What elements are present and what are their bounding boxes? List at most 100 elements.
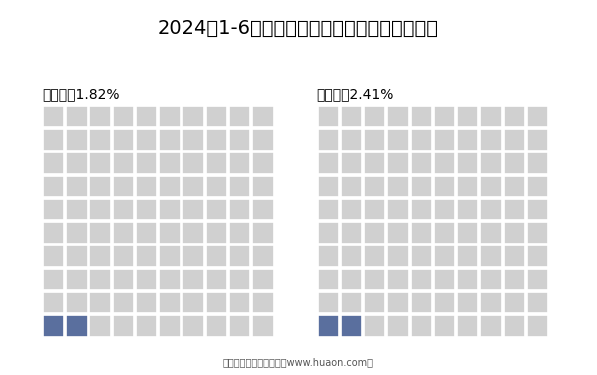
Bar <box>43 315 64 337</box>
Bar <box>66 176 88 197</box>
Bar <box>411 106 432 128</box>
Bar <box>205 315 227 337</box>
Bar <box>229 315 250 337</box>
Bar <box>183 268 204 290</box>
Bar <box>205 152 227 174</box>
Bar <box>527 199 548 220</box>
Bar <box>113 129 134 151</box>
Bar <box>252 292 273 314</box>
Bar <box>434 292 455 314</box>
Bar <box>341 199 362 220</box>
Bar <box>527 292 548 314</box>
Bar <box>527 176 548 197</box>
Bar <box>90 129 111 151</box>
Bar <box>43 245 64 267</box>
Bar <box>113 199 134 220</box>
Bar <box>503 199 525 220</box>
Text: 2024年1-6月贵州福彩及体彩销售额占全国比重: 2024年1-6月贵州福彩及体彩销售额占全国比重 <box>158 19 439 38</box>
Bar <box>341 292 362 314</box>
Bar <box>136 245 157 267</box>
Bar <box>364 129 386 151</box>
Bar <box>252 199 273 220</box>
Bar <box>252 245 273 267</box>
Bar <box>364 199 386 220</box>
Text: 福利彩票1.82%: 福利彩票1.82% <box>42 87 119 101</box>
Bar <box>503 245 525 267</box>
Bar <box>183 199 204 220</box>
Bar <box>252 129 273 151</box>
Bar <box>411 222 432 244</box>
Bar <box>183 106 204 128</box>
Bar <box>205 129 227 151</box>
Bar <box>229 245 250 267</box>
Bar <box>387 245 408 267</box>
Bar <box>411 315 432 337</box>
Bar <box>411 199 432 220</box>
Bar <box>159 106 180 128</box>
Bar <box>113 176 134 197</box>
Bar <box>318 152 339 174</box>
Bar <box>457 152 478 174</box>
Bar <box>387 152 408 174</box>
Bar <box>341 245 362 267</box>
Bar <box>159 245 180 267</box>
Bar <box>183 152 204 174</box>
Bar <box>90 176 111 197</box>
Bar <box>434 129 455 151</box>
Bar <box>113 222 134 244</box>
Bar <box>364 152 386 174</box>
Bar <box>364 222 386 244</box>
Bar <box>159 199 180 220</box>
Bar <box>457 199 478 220</box>
Bar <box>66 292 88 314</box>
Bar <box>159 292 180 314</box>
Bar <box>364 292 386 314</box>
Text: 制图：华经产业研究院（www.huaon.com）: 制图：华经产业研究院（www.huaon.com） <box>223 357 374 368</box>
Bar <box>364 268 386 290</box>
Bar <box>136 268 157 290</box>
Bar <box>434 199 455 220</box>
Bar <box>480 245 501 267</box>
Bar <box>480 176 501 197</box>
Bar <box>411 176 432 197</box>
Bar <box>90 315 111 337</box>
Bar <box>183 176 204 197</box>
Bar <box>480 292 501 314</box>
Bar <box>183 245 204 267</box>
Bar <box>434 268 455 290</box>
Bar <box>457 106 478 128</box>
Bar <box>387 106 408 128</box>
Bar <box>457 292 478 314</box>
Bar <box>229 176 250 197</box>
Bar <box>503 315 525 337</box>
Bar <box>411 129 432 151</box>
Bar <box>411 268 432 290</box>
Bar <box>480 199 501 220</box>
Bar <box>66 222 88 244</box>
Bar <box>387 315 408 337</box>
Bar <box>318 315 339 337</box>
Bar <box>229 129 250 151</box>
Bar <box>434 106 455 128</box>
Bar <box>457 129 478 151</box>
Bar <box>90 245 111 267</box>
Bar <box>183 315 204 337</box>
Bar <box>480 222 501 244</box>
Bar <box>113 315 134 337</box>
Bar <box>90 222 111 244</box>
Bar <box>136 106 157 128</box>
Bar <box>457 245 478 267</box>
Bar <box>205 222 227 244</box>
Bar <box>318 129 339 151</box>
Bar <box>318 176 339 197</box>
Bar <box>159 152 180 174</box>
Bar <box>252 152 273 174</box>
Bar <box>341 129 362 151</box>
Bar <box>503 106 525 128</box>
Bar <box>113 152 134 174</box>
Bar <box>341 268 362 290</box>
Bar <box>159 176 180 197</box>
Bar <box>252 222 273 244</box>
Bar <box>66 129 88 151</box>
Bar <box>43 222 64 244</box>
